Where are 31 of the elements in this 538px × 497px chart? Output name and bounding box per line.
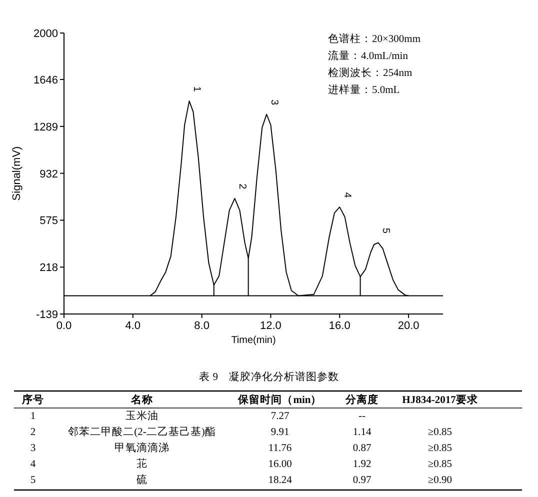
x-tick-label: 4.0	[125, 320, 141, 332]
x-tick-label: 12.0	[260, 320, 282, 332]
text: 1 玉米油 7.27 --	[30, 411, 366, 422]
annotation: 1	[191, 86, 202, 92]
y-tick-label: 2000	[34, 28, 58, 40]
text: 5 硫 18.24 0.97 ≥0.90	[30, 475, 452, 486]
annotation: 4	[342, 192, 353, 198]
y-axis-title: Signal(mV)	[11, 146, 23, 201]
annotation: 流量：4.0mL/min	[328, 49, 409, 62]
text: 序号 名称 保留时间（min） 分离度 HJ834-2017要求	[22, 395, 478, 406]
y-tick-label: -139	[36, 309, 58, 321]
annotation: 3	[268, 100, 280, 106]
x-tick-label: 8.0	[194, 320, 210, 332]
y-tick-label: 1646	[34, 74, 58, 87]
annotation: 色谱柱：20×300mm	[328, 32, 421, 45]
text: 4 苝 16.00 1.92 ≥0.85	[30, 459, 452, 470]
text: 表 9 凝胶净化分析谱图参数	[199, 370, 339, 383]
text: 3 甲氧滴滴涕 11.76 0.87 ≥0.85	[30, 443, 452, 454]
x-tick-label: 0.0	[56, 320, 72, 332]
x-tick-label: 20.0	[398, 320, 420, 332]
annotation: 检测波长：254nm	[328, 66, 412, 79]
y-tick-label: 1289	[34, 121, 58, 134]
annotation: 进样量：5.0mL	[328, 83, 400, 96]
text: 2 邻苯二甲酸二(2-二乙基己基)酯 9.91 1.14 ≥0.85	[30, 427, 452, 438]
x-axis-title: Time(min)	[231, 335, 276, 346]
y-tick-label: 218	[40, 262, 58, 274]
x-tick-label: 16.0	[328, 320, 350, 332]
y-tick-label: 575	[40, 215, 58, 228]
annotation: 5	[380, 228, 392, 234]
y-tick-label: 932	[40, 168, 58, 180]
annotation: 2	[236, 184, 248, 190]
